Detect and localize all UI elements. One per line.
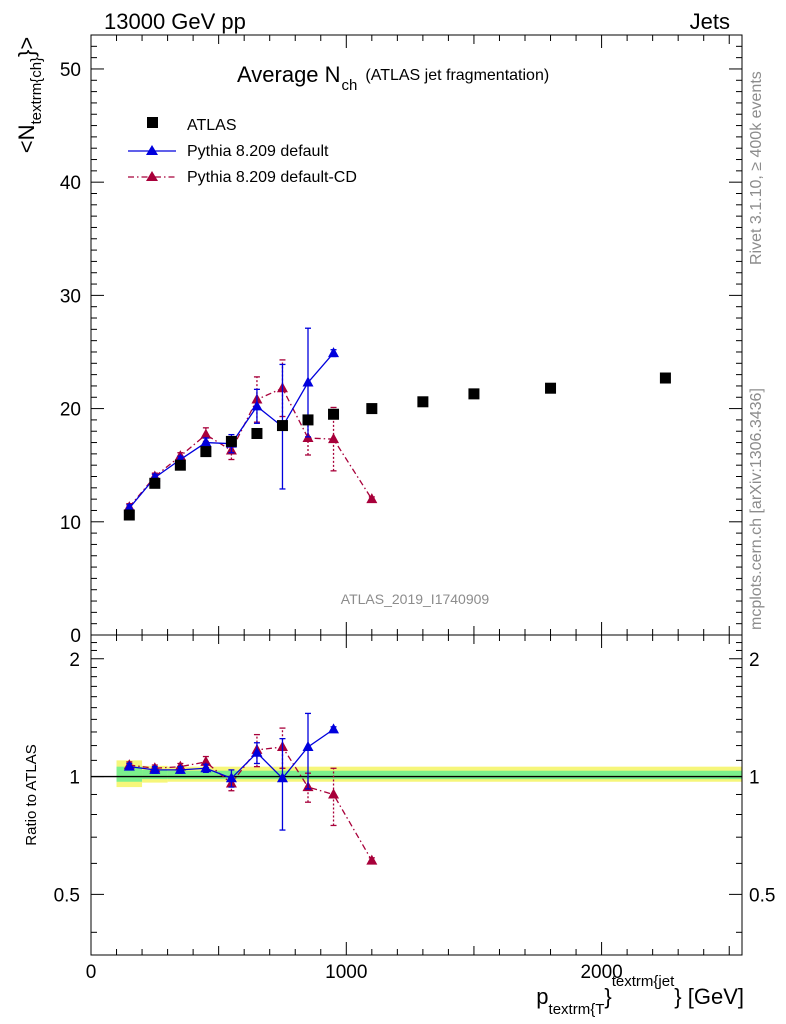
- cd-ratio-line: [129, 746, 373, 861]
- atlas-point: [251, 427, 263, 439]
- ratio-tick-label-left: 0.5: [54, 885, 80, 906]
- ratio-y-tick-labels: 0.5 0.5 1 1 2 2: [54, 650, 776, 907]
- default-point: [200, 436, 212, 447]
- atlas-point: [468, 388, 480, 400]
- ratio-tick-label-left: 2: [69, 650, 80, 671]
- default-ratio-point: [123, 760, 135, 771]
- ratio-y-axis-label: Ratio to ATLAS: [23, 744, 40, 845]
- cd-series-line: [128, 387, 373, 508]
- y-tick-label: 30: [60, 286, 81, 307]
- cd-point: [328, 433, 340, 444]
- y-tick-label: 10: [60, 513, 81, 534]
- band-inner: [142, 769, 168, 780]
- default-point: [328, 347, 340, 358]
- cd-ratio-point: [366, 854, 378, 865]
- atlas-point: [174, 459, 186, 471]
- atlas-point: [200, 446, 212, 458]
- ratio-tick-label-right: 1: [749, 768, 760, 789]
- default-ratio-point: [149, 763, 161, 774]
- default-ratio-point: [328, 723, 340, 734]
- band-inner: [167, 770, 742, 780]
- ratio-tick-label-right: 0.5: [749, 885, 775, 906]
- cd-ratio-point: [328, 788, 340, 799]
- default-point: [302, 376, 314, 387]
- default-ratio-point: [302, 741, 314, 751]
- ratio-tick-label-right: 2: [749, 650, 760, 671]
- atlas-point: [149, 477, 161, 489]
- legend-default-marker: [146, 145, 158, 155]
- y-tick-label: 50: [60, 60, 81, 81]
- atlas-point: [659, 372, 671, 384]
- band-inner: [116, 766, 143, 782]
- legend-atlas-marker: [147, 117, 158, 128]
- y-axis-label: <Ntextrm{ch}}>: [14, 37, 45, 153]
- legend: ATLAS Pythia 8.209 default Pythia 8.209 …: [128, 117, 357, 186]
- header-left: 13000 GeV pp: [104, 9, 246, 34]
- analysis-watermark: ATLAS_2019_I1740909: [341, 591, 490, 607]
- atlas-point: [545, 382, 557, 394]
- x-tick-label: 2000: [580, 962, 622, 983]
- ratio-tick-label-left: 1: [69, 768, 80, 789]
- ratio-data-layer: [123, 712, 378, 865]
- default-ratio-point: [225, 772, 237, 783]
- legend-default-label: Pythia 8.209 default: [187, 143, 329, 160]
- atlas-point: [302, 414, 314, 426]
- atlas-point: [123, 509, 135, 521]
- y-tick-label: 40: [60, 173, 81, 194]
- atlas-point: [328, 408, 340, 420]
- cd-point: [200, 428, 212, 439]
- atlas-point: [366, 403, 378, 415]
- y-tick-label: 0: [70, 626, 81, 647]
- mcplots-label: mcplots.cern.ch [arXiv:1306.3436]: [748, 388, 765, 630]
- legend-atlas-label: ATLAS: [187, 117, 237, 134]
- ratio-plot-frame: [90, 634, 743, 956]
- rivet-version-label: Rivet 3.1.10, ≥ 400k events: [748, 71, 765, 265]
- default-ratio-point: [174, 763, 186, 774]
- legend-cd-marker: [146, 171, 158, 181]
- plot-title: Average Nch(ATLAS jet fragmentation): [237, 62, 549, 94]
- main-axis-ticks: [90, 35, 742, 636]
- legend-cd-label: Pythia 8.209 default-CD: [187, 169, 357, 186]
- x-tick-label: 0: [86, 962, 97, 983]
- default-ratio-point: [276, 772, 288, 783]
- default-ratio-point: [251, 746, 263, 757]
- default-point: [251, 400, 263, 411]
- cd-ratio-point: [200, 755, 212, 766]
- x-tick-label: 1000: [325, 962, 367, 983]
- x-tick-labels: 0 1000 2000: [86, 962, 623, 983]
- atlas-point: [276, 420, 288, 432]
- y-tick-label: 20: [60, 400, 81, 421]
- x-axis-label: ptextrm{T}textrm{jet} [GeV]: [536, 973, 744, 1018]
- default-ratio-point: [200, 762, 212, 773]
- header-right: Jets: [690, 9, 730, 34]
- main-data-layer: [123, 327, 671, 521]
- main-y-tick-labels: 0 10 20 30 40 50: [60, 60, 81, 647]
- atlas-point: [225, 435, 237, 447]
- cd-point: [366, 493, 378, 504]
- ratio-uncertainty-band: [91, 760, 742, 788]
- atlas-point: [417, 396, 429, 408]
- ratio-axis-ticks: [90, 635, 742, 955]
